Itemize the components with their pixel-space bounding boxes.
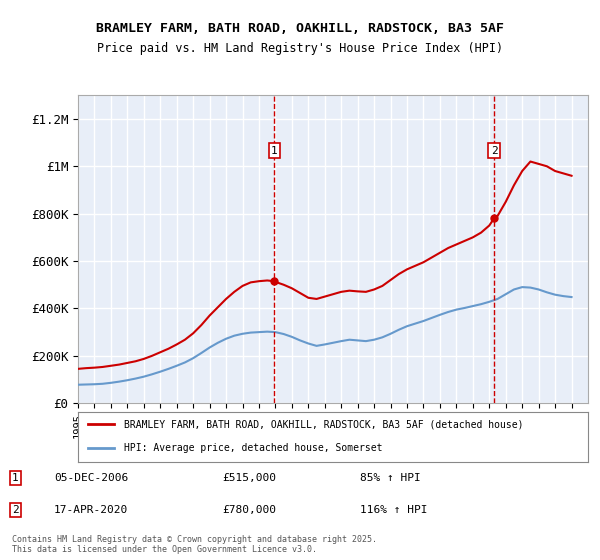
- Text: BRAMLEY FARM, BATH ROAD, OAKHILL, RADSTOCK, BA3 5AF: BRAMLEY FARM, BATH ROAD, OAKHILL, RADSTO…: [96, 22, 504, 35]
- Text: BRAMLEY FARM, BATH ROAD, OAKHILL, RADSTOCK, BA3 5AF (detached house): BRAMLEY FARM, BATH ROAD, OAKHILL, RADSTO…: [124, 419, 523, 429]
- Text: 1: 1: [12, 473, 19, 483]
- Text: 1: 1: [271, 146, 277, 156]
- Text: 05-DEC-2006: 05-DEC-2006: [54, 473, 128, 483]
- Text: HPI: Average price, detached house, Somerset: HPI: Average price, detached house, Some…: [124, 443, 382, 453]
- Text: Contains HM Land Registry data © Crown copyright and database right 2025.
This d: Contains HM Land Registry data © Crown c…: [12, 535, 377, 554]
- Text: £780,000: £780,000: [222, 505, 276, 515]
- Text: 85% ↑ HPI: 85% ↑ HPI: [360, 473, 421, 483]
- Text: 17-APR-2020: 17-APR-2020: [54, 505, 128, 515]
- Text: 2: 2: [12, 505, 19, 515]
- Text: £515,000: £515,000: [222, 473, 276, 483]
- Text: 2: 2: [491, 146, 497, 156]
- Text: 116% ↑ HPI: 116% ↑ HPI: [360, 505, 427, 515]
- Text: Price paid vs. HM Land Registry's House Price Index (HPI): Price paid vs. HM Land Registry's House …: [97, 42, 503, 55]
